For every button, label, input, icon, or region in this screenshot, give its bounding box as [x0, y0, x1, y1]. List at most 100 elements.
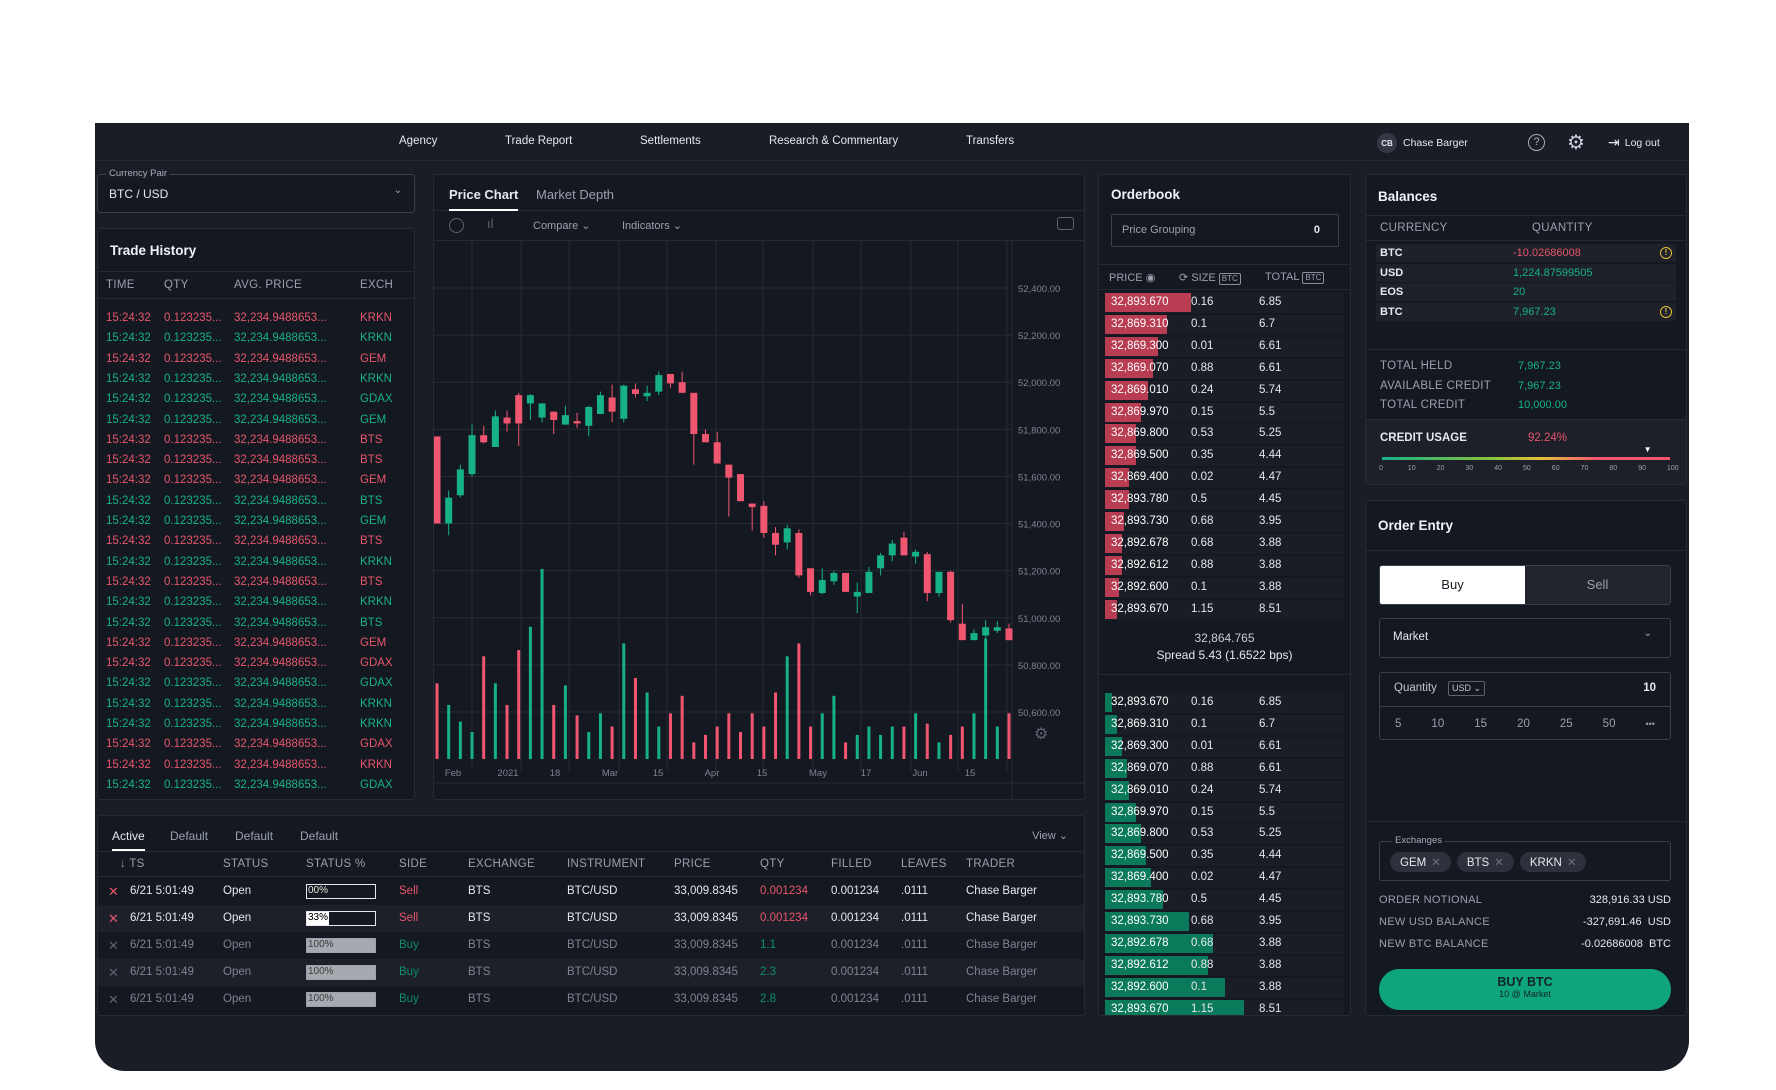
buy-btc-button[interactable]: BUY BTC 10 @ Market: [1379, 969, 1671, 1010]
quantity-preset[interactable]: 10: [1431, 717, 1445, 730]
more-presets-icon[interactable]: •••: [1645, 718, 1655, 729]
tab-market-depth[interactable]: Market Depth: [536, 187, 615, 202]
exchange-chip[interactable]: GEM ✕: [1390, 852, 1451, 872]
view-dropdown[interactable]: View ⌄: [1032, 830, 1068, 842]
ask-row[interactable]: 32,869.010 0.24 5.74: [1105, 380, 1344, 401]
indicators-dropdown[interactable]: Indicators ⌄: [622, 220, 682, 232]
logout-button[interactable]: ⇥ Log out: [1608, 134, 1660, 150]
ask-row[interactable]: 32,869.310 0.1 6.7: [1105, 314, 1344, 335]
price-grouping-input[interactable]: Price Grouping 0: [1111, 214, 1339, 247]
cancel-order-icon[interactable]: ✕: [108, 965, 119, 980]
bid-row[interactable]: 32,869.970 0.15 5.5: [1105, 802, 1344, 823]
tab-default-3[interactable]: Default: [300, 829, 339, 843]
orders-col[interactable]: STATUS: [223, 858, 269, 870]
bid-row[interactable]: 32,893.780 0.5 4.45: [1105, 890, 1344, 911]
bid-row[interactable]: 32,869.400 0.02 4.47: [1105, 868, 1344, 889]
sell-toggle[interactable]: Sell: [1525, 566, 1670, 604]
camera-icon[interactable]: [1057, 217, 1074, 230]
bid-row[interactable]: 32,869.010 0.24 5.74: [1105, 780, 1344, 801]
orders-col[interactable]: STATUS %: [306, 858, 366, 870]
nav-research-commentary[interactable]: Research & Commentary: [769, 135, 899, 147]
orders-col[interactable]: TRADER: [966, 858, 1016, 870]
cancel-order-icon[interactable]: ✕: [108, 911, 119, 926]
bid-row[interactable]: 32,893.730 0.68 3.95: [1105, 912, 1344, 932]
order-row[interactable]: ✕ 6/21 5:01:49 Open 100% Buy BTS BTC/USD 33,009…: [98, 986, 1084, 1013]
remove-icon[interactable]: ✕: [1566, 857, 1577, 869]
ask-row[interactable]: 32,893.730 0.68 3.95: [1105, 512, 1344, 532]
compare-dropdown[interactable]: Compare ⌄: [533, 220, 591, 232]
ask-row[interactable]: 32,869.500 0.35 4.44: [1105, 446, 1344, 467]
chart-settings-icon[interactable]: ⚙: [1034, 726, 1049, 743]
cancel-order-icon[interactable]: ✕: [108, 884, 119, 899]
orders-col[interactable]: FILLED: [831, 858, 872, 870]
tab-default-2[interactable]: Default: [235, 829, 274, 843]
quantity-preset[interactable]: 5: [1395, 717, 1402, 730]
buy-toggle[interactable]: Buy: [1380, 566, 1525, 604]
exchange-chip[interactable]: BTS ✕: [1456, 852, 1514, 872]
order-row[interactable]: ✕ 6/21 5:01:49 Open 33% Sell BTS BTC/USD 33,009…: [98, 905, 1084, 932]
bar-chart-icon[interactable]: ıl: [487, 216, 494, 231]
orders-col[interactable]: PRICE: [674, 858, 711, 870]
ask-row[interactable]: 32,869.400 0.02 4.47: [1105, 468, 1344, 489]
price-chart[interactable]: 52,400.00 52,200.00 52,000.00 51,800.00 51,6…: [434, 241, 1085, 800]
warning-icon[interactable]: !: [1660, 247, 1672, 259]
bid-row[interactable]: 32,869.070 0.88 6.61: [1105, 758, 1344, 779]
ask-row[interactable]: 32,892.612 0.88 3.88: [1105, 555, 1344, 576]
quantity-input[interactable]: Quantity USD ⌄ 10 5 10 15 20 25 50 •••: [1379, 672, 1671, 740]
ask-row[interactable]: 32,893.670 1.15 8.51: [1105, 599, 1344, 620]
order-type-select[interactable]: Market ⌄: [1379, 618, 1671, 658]
ask-row[interactable]: 32,869.970 0.15 5.5: [1105, 402, 1344, 423]
nav-agency[interactable]: Agency: [399, 135, 438, 147]
quantity-preset[interactable]: 25: [1559, 717, 1573, 730]
refresh-icon[interactable]: ⟳: [1179, 272, 1189, 284]
bid-row[interactable]: 32,893.670 1.15 8.51: [1105, 999, 1344, 1015]
bid-row[interactable]: 32,869.310 0.1 6.7: [1105, 714, 1344, 735]
ask-row[interactable]: 32,892.600 0.1 3.88: [1105, 577, 1344, 598]
exchange-chip[interactable]: KRKN ✕: [1519, 852, 1587, 872]
exchanges-field[interactable]: Exchanges GEM ✕ BTS ✕ KRKN ✕: [1379, 835, 1671, 881]
target-icon[interactable]: ◉: [1145, 272, 1156, 284]
quantity-unit-select[interactable]: USD ⌄: [1448, 681, 1486, 696]
ask-row[interactable]: 32,869.300 0.01 6.61: [1105, 336, 1344, 357]
orders-col[interactable]: INSTRUMENT: [567, 858, 646, 870]
order-row[interactable]: ✕ 6/21 5:01:49 Open 00% Sell BTS BTC/USD 33,009…: [98, 878, 1084, 905]
quantity-preset[interactable]: 20: [1517, 717, 1530, 730]
quantity-preset[interactable]: 15: [1474, 717, 1488, 730]
ask-row[interactable]: 32,892.678 0.68 3.88: [1105, 533, 1344, 554]
bid-row[interactable]: 32,893.670 0.16 6.85: [1105, 693, 1344, 713]
remove-icon[interactable]: ✕: [1494, 857, 1504, 869]
orders-col[interactable]: SIDE: [399, 858, 428, 870]
gear-icon[interactable]: ⚙: [1567, 132, 1585, 154]
warning-icon[interactable]: !: [1660, 305, 1672, 318]
bid-row[interactable]: 32,892.612 0.88 3.88: [1105, 955, 1344, 976]
bid-row[interactable]: 32,892.678 0.68 3.88: [1105, 933, 1344, 954]
clock-icon[interactable]: [449, 218, 464, 233]
nav-transfers[interactable]: Transfers: [966, 135, 1015, 147]
orders-col[interactable]: ↓ TS: [120, 858, 145, 870]
help-icon[interactable]: ?: [1528, 134, 1545, 151]
bid-row[interactable]: 32,869.300 0.01 6.61: [1105, 736, 1344, 757]
currency-pair-select[interactable]: Currency Pair BTC / USD ⌄: [97, 168, 415, 213]
ask-row[interactable]: 32,893.780 0.5 4.45: [1105, 490, 1344, 511]
ask-row[interactable]: 32,869.800 0.53 5.25: [1105, 424, 1344, 445]
cancel-order-icon[interactable]: ✕: [108, 938, 119, 953]
remove-icon[interactable]: ✕: [1431, 857, 1441, 869]
tab-default-1[interactable]: Default: [170, 829, 209, 843]
orders-col[interactable]: EXCHANGE: [468, 858, 535, 870]
user-menu[interactable]: CB Chase Barger: [1377, 133, 1468, 153]
bid-row[interactable]: 32,869.800 0.53 5.25: [1105, 824, 1344, 845]
order-row[interactable]: ✕ 6/21 5:01:49 Open 100% Buy BTS BTC/USD 33,009…: [98, 932, 1084, 959]
order-row[interactable]: ✕ 6/21 5:01:49 Open 100% Buy BTS BTC/USD 33,009…: [98, 959, 1084, 986]
bid-row[interactable]: 32,892.600 0.1 3.88: [1105, 977, 1344, 998]
nav-trade-report[interactable]: Trade Report: [505, 135, 573, 147]
orders-col[interactable]: QTY: [760, 858, 785, 870]
quantity-preset[interactable]: 50: [1602, 717, 1616, 730]
cancel-order-icon[interactable]: ✕: [108, 992, 119, 1007]
ask-row[interactable]: 32,869.070 0.88 6.61: [1105, 358, 1344, 379]
tab-active[interactable]: Active: [112, 829, 145, 851]
bid-row[interactable]: 32,869.500 0.35 4.44: [1105, 846, 1344, 867]
nav-settlements[interactable]: Settlements: [640, 135, 701, 147]
orders-col[interactable]: LEAVES: [901, 858, 947, 870]
tab-price-chart[interactable]: Price Chart: [449, 187, 519, 211]
ask-row[interactable]: 32,893.670 0.16 6.85: [1105, 293, 1344, 313]
